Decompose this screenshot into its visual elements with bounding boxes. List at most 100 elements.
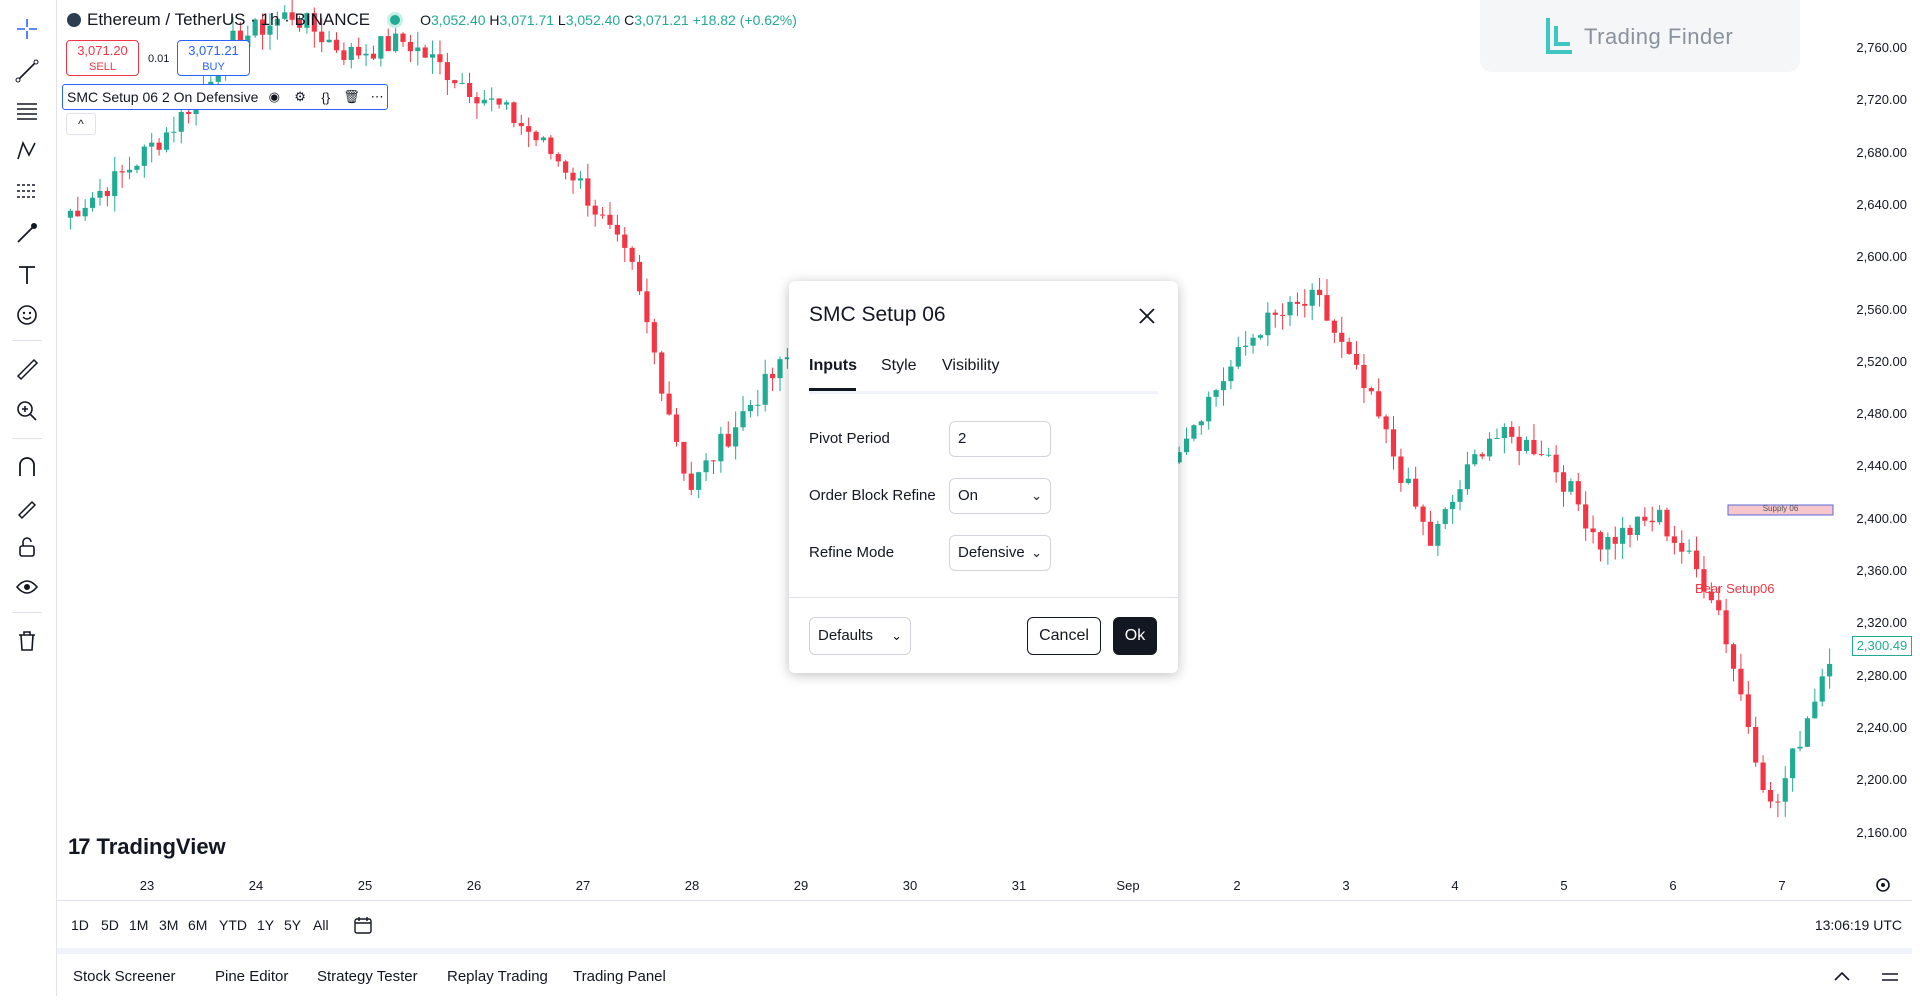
candle-body <box>1523 439 1530 451</box>
candle-body <box>1390 429 1397 457</box>
range-button-6m[interactable]: 6M <box>188 917 208 933</box>
range-button-3m[interactable]: 3M <box>159 917 179 933</box>
candle-body <box>681 441 687 474</box>
cancel-button[interactable]: Cancel <box>1027 617 1101 655</box>
candle-body <box>489 98 495 100</box>
pattern-icon[interactable] <box>10 134 44 168</box>
candle-body <box>1716 600 1722 611</box>
candle-body <box>777 359 783 379</box>
maximize-panel-icon[interactable] <box>1880 968 1900 986</box>
candle-body <box>614 224 620 235</box>
candle-body <box>636 261 643 292</box>
bottom-tab-trading-panel[interactable]: Trading Panel <box>573 968 666 985</box>
tab-visibility[interactable]: Visibility <box>942 357 1000 374</box>
candle-body <box>666 393 672 415</box>
candle-body <box>784 357 790 360</box>
candle-body <box>1560 472 1567 492</box>
zoom-in-icon[interactable] <box>10 394 44 428</box>
time-axis[interactable]: 23 24 25 26 27 28 29 30 31 Sep 2 3 4 5 6 7 <box>57 870 1912 900</box>
gear-icon[interactable] <box>1874 876 1892 894</box>
candle-body <box>481 99 487 104</box>
forecast-icon[interactable] <box>10 174 44 208</box>
candle-body <box>762 373 768 405</box>
time-tick-label: 27 <box>575 878 591 893</box>
candle-body <box>1324 295 1330 321</box>
candle-body <box>622 234 628 248</box>
price-axis[interactable]: 2,760.00 2,720.00 2,680.00 2,640.00 2,600.00… <box>1855 0 1920 870</box>
eye-icon[interactable]: ◉ <box>268 89 280 104</box>
candle-body <box>407 41 413 52</box>
candle-body <box>1309 289 1315 306</box>
order-block-refine-select[interactable]: On ⌄ <box>949 478 1051 514</box>
brush-icon[interactable] <box>10 216 44 250</box>
text-icon[interactable] <box>10 258 44 292</box>
refine-mode-label: Refine Mode <box>809 544 895 561</box>
symbol-legend[interactable]: Ethereum / TetherUS · 1h · BINANCE O3,05… <box>67 10 797 30</box>
defaults-dropdown[interactable]: Defaults ⌄ <box>809 617 911 655</box>
bottom-tab-stock-screener[interactable]: Stock Screener <box>73 968 176 985</box>
trend-line-icon[interactable] <box>10 54 44 88</box>
indicator-label[interactable]: SMC Setup 06 2 On Defensive <box>67 89 259 105</box>
range-button-1m[interactable]: 1M <box>129 917 149 933</box>
bottom-tab-replay-trading[interactable]: Replay Trading <box>447 968 548 985</box>
candle-body <box>1583 504 1589 529</box>
settings-icon[interactable]: ⚙ <box>294 89 306 104</box>
close-icon[interactable] <box>1136 305 1158 327</box>
candle-body <box>725 433 731 447</box>
time-tick-label: 6 <box>1669 878 1677 893</box>
emoji-icon[interactable] <box>10 298 44 332</box>
trash-icon[interactable]: 🗑 <box>343 89 360 104</box>
candle-body <box>1220 381 1227 391</box>
time-tick-label: Sep <box>1116 878 1140 893</box>
bear-setup-label: Bear Setup06 <box>1695 581 1775 596</box>
symbol-title[interactable]: Ethereum / TetherUS · 1h · BINANCE <box>87 10 371 29</box>
ohlc-values: O3,052.40 H3,071.71 L3,052.40 C3,071.21 … <box>420 12 797 28</box>
bottom-panel: Stock Screener Pine Editor Strategy Tester… <box>57 948 1912 1002</box>
calendar-icon[interactable] <box>353 915 373 935</box>
range-button-5y[interactable]: 5Y <box>284 917 302 933</box>
sell-button[interactable]: 3,071.20 SELL <box>66 40 139 76</box>
candle-body <box>171 131 177 133</box>
candle-body <box>555 154 561 162</box>
trading-finder-brand: Trading Finder <box>1584 24 1734 49</box>
range-button-all[interactable]: All <box>313 917 329 933</box>
magnet-icon[interactable] <box>10 450 44 484</box>
ok-button[interactable]: Ok <box>1113 617 1157 655</box>
crosshair-icon[interactable] <box>10 12 44 46</box>
bottom-tab-pine-editor[interactable]: Pine Editor <box>215 968 289 985</box>
range-button-1y[interactable]: 1Y <box>257 917 275 933</box>
candle-body <box>1730 644 1737 669</box>
buy-button[interactable]: 3,071.21 BUY <box>177 40 250 76</box>
candle-body <box>1376 391 1382 417</box>
candle-body <box>1679 542 1685 552</box>
candle-body <box>1827 663 1833 677</box>
fib-retracement-icon[interactable] <box>10 94 44 128</box>
candle-body <box>503 102 510 105</box>
indicator-legend[interactable]: SMC Setup 06 2 On Defensive ◉ ⚙ {} 🗑 ⋯ <box>62 84 388 110</box>
candle-body <box>1753 726 1759 763</box>
source-code-icon[interactable]: {} <box>321 89 331 105</box>
candle-body <box>67 210 73 218</box>
refine-mode-select[interactable]: Defensive ⌄ <box>949 535 1051 571</box>
collapse-panel-icon[interactable] <box>1832 968 1852 984</box>
clock[interactable]: 13:06:19 UTC <box>1814 917 1902 933</box>
pivot-period-input[interactable]: 2 <box>949 421 1051 457</box>
more-icon[interactable]: ⋯ <box>370 89 384 104</box>
candle-body <box>1213 390 1219 397</box>
tab-inputs[interactable]: Inputs <box>809 357 857 374</box>
candle-body <box>577 178 584 181</box>
bottom-tab-strategy-tester[interactable]: Strategy Tester <box>317 968 418 985</box>
range-button-ytd[interactable]: YTD <box>219 917 247 933</box>
trash-icon[interactable] <box>10 624 44 658</box>
stay-drawing-icon[interactable] <box>10 490 44 524</box>
collapse-legend-button[interactable]: ^ <box>66 113 96 135</box>
chevron-down-icon: ⌄ <box>1031 545 1042 560</box>
eye-icon[interactable] <box>10 570 44 604</box>
ruler-icon[interactable] <box>10 352 44 386</box>
range-button-5d[interactable]: 5D <box>101 917 119 933</box>
range-button-1d[interactable]: 1D <box>71 917 89 933</box>
tab-style[interactable]: Style <box>881 357 917 374</box>
candle-body <box>1413 478 1419 507</box>
lock-icon[interactable] <box>10 530 44 564</box>
candle-body <box>1686 550 1692 552</box>
